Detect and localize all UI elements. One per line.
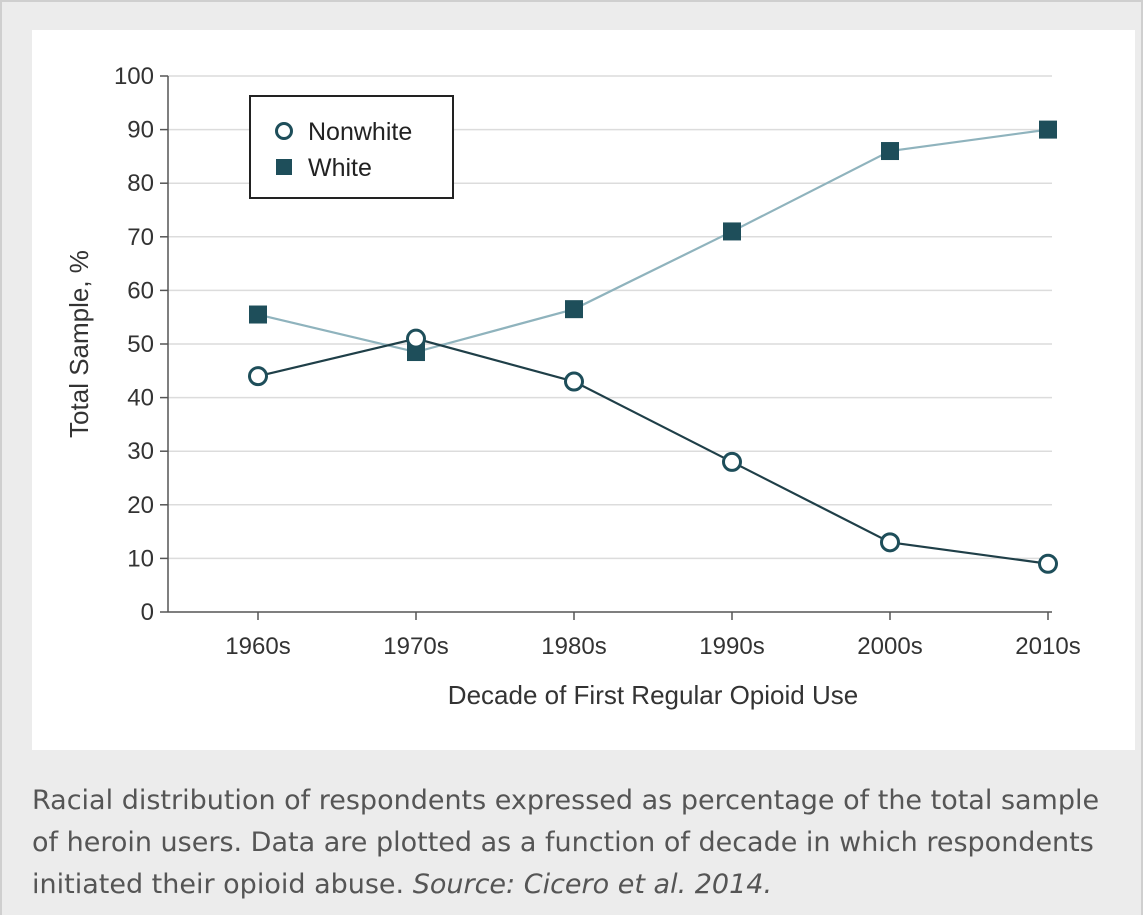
x-axis-label: Decade of First Regular Opioid Use (448, 680, 858, 710)
series-layer (248, 120, 1058, 574)
y-tick-label: 100 (114, 63, 154, 90)
series-line-nonwhite (257, 337, 1049, 565)
data-point-nonwhite (1038, 553, 1058, 574)
line-chart: 0 10 20 30 40 50 60 70 80 90 100 1960s 1970s 1980s 199… (64, 63, 1081, 710)
y-tick-label: 70 (127, 224, 154, 251)
data-point-nonwhite (406, 328, 426, 349)
x-tick-label: 1960s (225, 633, 290, 660)
y-tick-label: 90 (127, 117, 154, 144)
y-tick-label: 60 (127, 277, 154, 304)
x-tick-label: 2010s (1015, 633, 1080, 660)
legend-marker-circle-icon (275, 122, 293, 140)
legend-label-nonwhite: Nonwhite (308, 118, 412, 146)
y-axis-label: Total Sample, % (64, 250, 94, 438)
data-point-nonwhite (248, 366, 268, 387)
x-tick-label: 2000s (857, 633, 922, 660)
data-point-white (565, 300, 583, 319)
y-tick-label: 80 (127, 170, 154, 197)
y-tick-label: 0 (141, 599, 154, 626)
chart-panel: 0 10 20 30 40 50 60 70 80 90 100 1960s 1970s 1980s 199… (32, 30, 1135, 750)
y-tick-label: 10 (127, 545, 154, 572)
legend-marker-square-icon (276, 159, 292, 175)
y-tick-label: 40 (127, 385, 154, 412)
data-point-white (723, 222, 741, 241)
x-tick-label: 1980s (541, 633, 606, 660)
x-tick-label: 1970s (383, 633, 448, 660)
data-point-nonwhite (880, 532, 900, 553)
data-point-white (881, 142, 899, 161)
data-point-white (1039, 120, 1057, 139)
x-tick-label: 1990s (699, 633, 764, 660)
figure-caption: Racial distribution of respondents expre… (32, 780, 1112, 906)
y-tick-label: 50 (127, 331, 154, 358)
legend-label-white: White (308, 154, 372, 182)
caption-source: Source: Cicero et al. 2014. (412, 869, 773, 900)
caption-text: Racial distribution of respondents expre… (32, 785, 1100, 900)
axes: 0 10 20 30 40 50 60 70 80 90 100 1960s 1970s 1980s 199… (114, 63, 1081, 660)
y-tick-label: 30 (127, 438, 154, 465)
data-point-nonwhite (722, 451, 742, 472)
data-point-white (249, 305, 267, 324)
legend: Nonwhite White (249, 95, 454, 199)
legend-box (249, 95, 454, 199)
y-tick-label: 20 (127, 492, 154, 519)
data-point-nonwhite (564, 371, 584, 392)
